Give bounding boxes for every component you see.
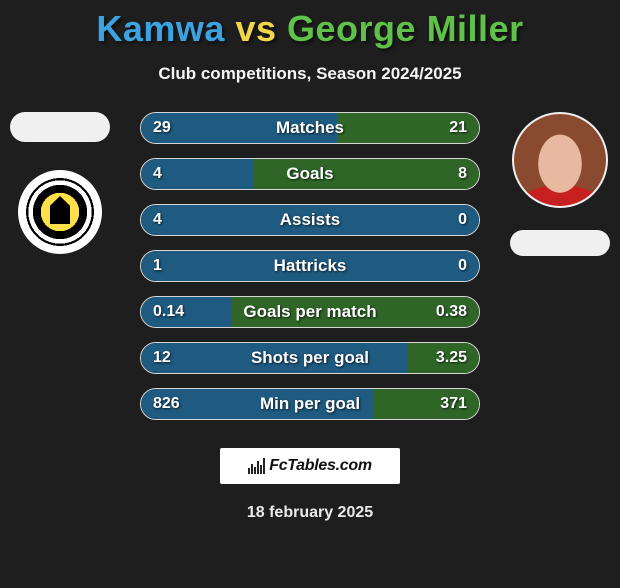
stat-label: Goals bbox=[141, 164, 479, 184]
stat-row: 40Assists bbox=[140, 204, 480, 236]
stat-bars: 2921Matches 48Goals 40Assists 10Hattricks 0.… bbox=[140, 112, 480, 434]
title-left: Kamwa bbox=[96, 8, 225, 49]
stat-label: Shots per goal bbox=[141, 348, 479, 368]
stat-row: 123.25Shots per goal bbox=[140, 342, 480, 374]
stat-row: 0.140.38Goals per match bbox=[140, 296, 480, 328]
player-avatar-right bbox=[512, 112, 608, 208]
stat-row: 2921Matches bbox=[140, 112, 480, 144]
comparison-panel: 2921Matches 48Goals 40Assists 10Hattricks 0.… bbox=[0, 112, 620, 442]
player-avatar-placeholder-left bbox=[10, 112, 110, 142]
stat-label: Matches bbox=[141, 118, 479, 138]
footer-date: 18 february 2025 bbox=[0, 504, 620, 522]
stat-row: 48Goals bbox=[140, 158, 480, 190]
left-player-column bbox=[5, 112, 115, 254]
club-badge-placeholder-right bbox=[510, 230, 610, 256]
subtitle: Club competitions, Season 2024/2025 bbox=[0, 64, 620, 84]
club-badge-left bbox=[18, 170, 102, 254]
brand-text: FcTables.com bbox=[269, 457, 372, 475]
brand-logo: FcTables.com bbox=[220, 448, 400, 484]
stat-label: Hattricks bbox=[141, 256, 479, 276]
title-right: George Miller bbox=[287, 8, 524, 49]
stat-label: Assists bbox=[141, 210, 479, 230]
title-vs: vs bbox=[235, 8, 276, 49]
page-title: Kamwa vs George Miller bbox=[0, 8, 620, 50]
stat-row: 10Hattricks bbox=[140, 250, 480, 282]
stat-label: Goals per match bbox=[141, 302, 479, 322]
stat-row: 826371Min per goal bbox=[140, 388, 480, 420]
stat-label: Min per goal bbox=[141, 394, 479, 414]
right-player-column bbox=[505, 112, 615, 256]
chart-bars-icon bbox=[248, 458, 265, 474]
